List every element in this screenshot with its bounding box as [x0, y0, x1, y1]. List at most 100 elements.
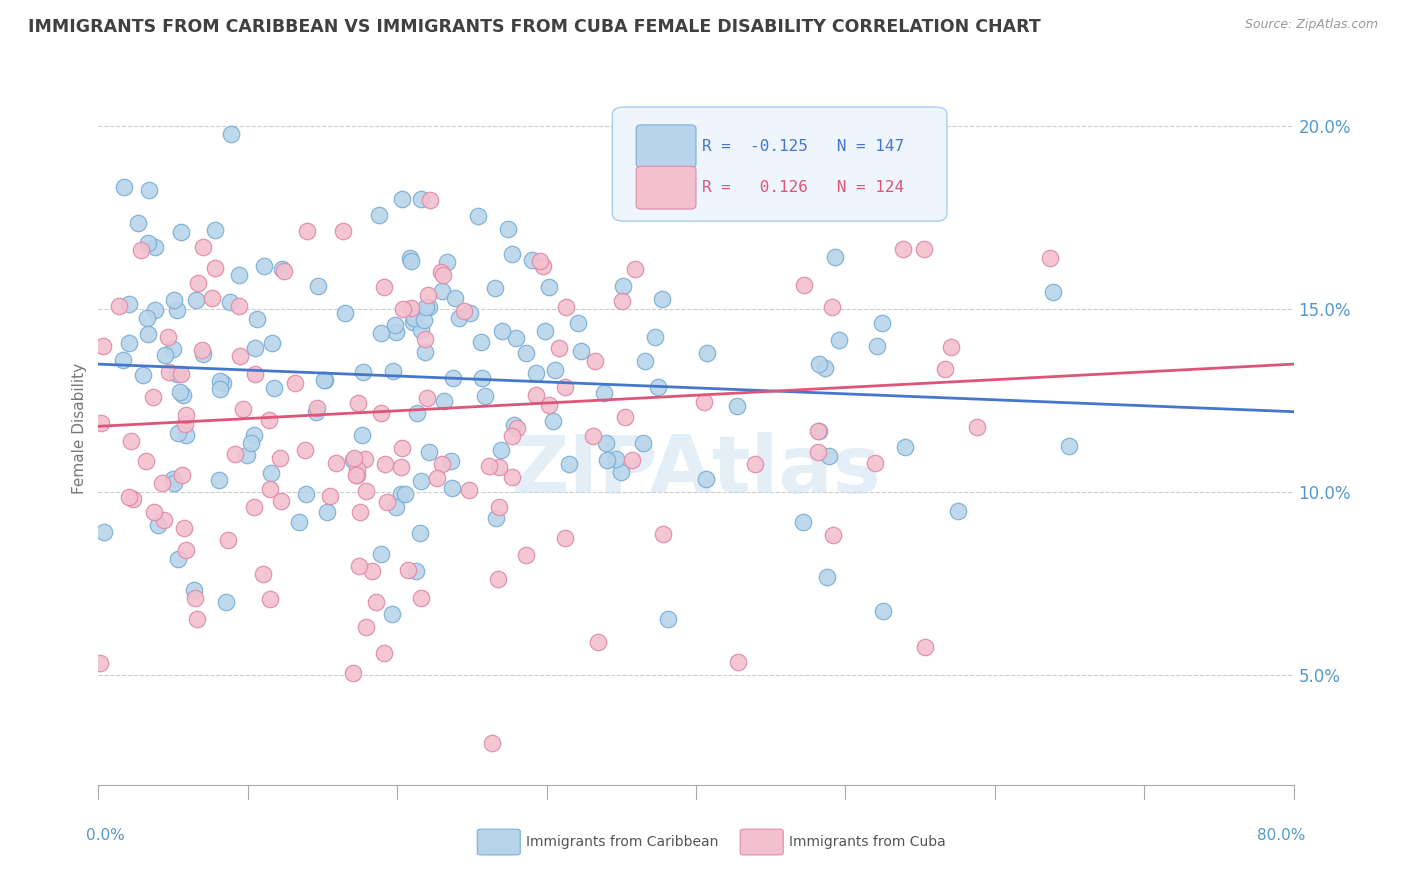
Point: [174, 417, 197, 432]
Point: [485, 511, 508, 525]
Point: [503, 417, 526, 432]
Point: [208, 382, 231, 396]
Point: [467, 209, 489, 223]
Point: [242, 427, 264, 442]
Point: [263, 381, 285, 395]
Point: [316, 505, 339, 519]
Point: [120, 434, 142, 448]
Point: [595, 435, 617, 450]
Point: [143, 240, 166, 254]
Point: [409, 525, 432, 540]
Point: [501, 428, 523, 442]
Point: [501, 247, 523, 261]
Point: [143, 505, 166, 519]
Point: [419, 194, 441, 208]
Point: [394, 487, 416, 501]
Point: [232, 402, 254, 417]
Point: [489, 443, 512, 458]
Point: [695, 472, 717, 486]
Point: [582, 429, 605, 443]
Point: [1042, 285, 1064, 299]
Point: [491, 324, 513, 338]
Text: 0.0%: 0.0%: [87, 828, 125, 843]
Point: [409, 323, 432, 337]
Point: [184, 293, 207, 307]
Point: [1039, 251, 1062, 265]
Point: [166, 552, 188, 566]
Point: [966, 420, 988, 434]
Point: [253, 259, 276, 273]
Point: [474, 389, 496, 403]
Point: [444, 291, 467, 305]
Point: [443, 371, 465, 385]
Point: [204, 222, 226, 236]
Point: [792, 515, 814, 529]
Point: [471, 370, 494, 384]
Point: [914, 640, 936, 654]
Point: [586, 635, 609, 649]
Point: [314, 373, 336, 387]
Point: [187, 276, 209, 290]
Point: [866, 339, 889, 353]
Point: [352, 365, 374, 379]
Point: [163, 475, 186, 490]
Point: [481, 737, 503, 751]
Point: [153, 348, 176, 362]
Text: Immigrants from Cuba: Immigrants from Cuba: [789, 835, 946, 849]
Point: [243, 500, 266, 515]
Point: [346, 462, 368, 476]
Point: [136, 327, 159, 342]
Point: [384, 500, 406, 514]
Point: [135, 310, 157, 325]
Point: [375, 495, 398, 509]
Point: [744, 458, 766, 472]
Text: Immigrants from Caribbean: Immigrants from Caribbean: [526, 835, 718, 849]
Point: [534, 324, 557, 338]
Point: [174, 427, 197, 442]
Point: [162, 472, 184, 486]
Point: [319, 489, 342, 503]
Point: [252, 567, 274, 582]
Point: [259, 591, 281, 606]
Point: [148, 518, 170, 533]
Point: [583, 354, 606, 368]
Point: [657, 612, 679, 626]
Point: [349, 506, 371, 520]
Point: [411, 474, 433, 488]
Point: [347, 558, 370, 573]
Point: [170, 467, 193, 482]
Point: [644, 330, 666, 344]
Point: [633, 435, 655, 450]
Text: ZIPAtlas: ZIPAtlas: [510, 432, 882, 510]
Point: [440, 482, 463, 496]
Point: [939, 340, 962, 354]
Text: 80.0%: 80.0%: [1257, 828, 1306, 843]
Point: [89, 656, 111, 670]
Point: [217, 533, 239, 548]
Point: [207, 473, 229, 487]
Text: R =  -0.125   N = 147: R = -0.125 N = 147: [702, 139, 904, 153]
Point: [270, 494, 292, 508]
Point: [458, 306, 481, 320]
Point: [415, 301, 437, 315]
Point: [143, 302, 166, 317]
FancyBboxPatch shape: [637, 125, 696, 168]
Point: [307, 279, 329, 293]
Point: [204, 261, 226, 276]
Point: [807, 444, 830, 458]
Point: [554, 380, 576, 394]
Point: [370, 326, 392, 341]
Point: [370, 406, 392, 420]
Point: [229, 350, 252, 364]
Point: [870, 317, 893, 331]
Point: [186, 612, 208, 626]
Point: [818, 450, 841, 464]
Point: [191, 343, 214, 358]
Point: [651, 527, 673, 541]
Point: [219, 127, 242, 141]
Point: [344, 467, 367, 482]
Point: [389, 487, 412, 501]
Point: [399, 251, 422, 265]
Point: [346, 468, 368, 483]
Point: [90, 417, 112, 431]
